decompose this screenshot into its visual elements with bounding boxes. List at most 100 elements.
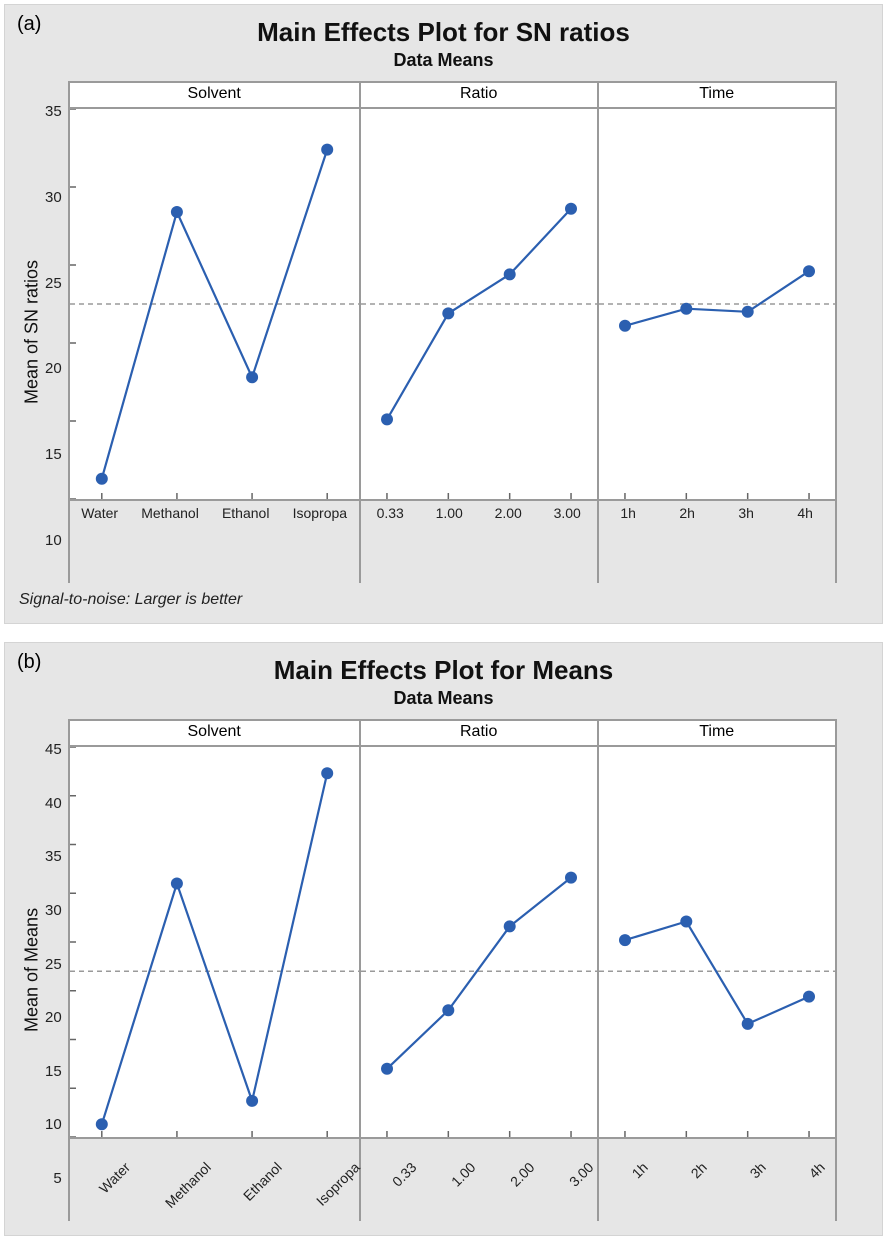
x-tick-label: 3h — [747, 1159, 793, 1205]
data-marker — [680, 916, 692, 928]
data-marker — [321, 144, 333, 156]
data-marker — [565, 203, 577, 215]
y-tick: 5 — [53, 1170, 61, 1187]
x-tick-labels: WaterMethanolEthanolIsopropa — [70, 501, 359, 521]
data-marker — [619, 934, 631, 946]
panel-solvent: Solvent WaterMethanolEthanolIsopropa — [68, 719, 359, 1221]
figure-title: Main Effects Plot for Means — [19, 655, 868, 686]
series-line — [625, 271, 809, 326]
figure-subtitle: Data Means — [19, 50, 868, 71]
y-tick: 20 — [45, 360, 62, 377]
data-marker — [619, 320, 631, 332]
x-tick-labels: WaterMethanolEthanolIsopropa — [70, 1139, 359, 1203]
x-tick-label: Isopropa — [293, 505, 347, 521]
y-tick: 40 — [45, 795, 62, 812]
x-tick-label: 1.00 — [436, 505, 463, 521]
x-tick-label: 4h — [806, 1159, 852, 1205]
x-tick-labels: 1h2h3h4h — [599, 501, 835, 521]
y-tick: 35 — [45, 103, 62, 120]
data-marker — [565, 872, 577, 884]
figure-letter: (b) — [17, 651, 41, 674]
panel-header: Solvent — [70, 719, 359, 747]
panel-time: Time1h2h3h4h — [597, 719, 837, 1221]
x-tick-label: 3.00 — [554, 505, 581, 521]
data-marker — [95, 473, 107, 485]
panel-svg — [70, 109, 359, 499]
data-marker — [442, 307, 454, 319]
x-tick-label: 0.33 — [389, 1159, 444, 1214]
data-marker — [246, 1095, 258, 1107]
data-marker — [503, 268, 515, 280]
panel-body — [70, 109, 359, 501]
panel-ratio: Ratio 0.331.002.003.00 — [359, 719, 597, 1221]
panels-row: SolventWaterMethanolEthanolIsopropaRatio… — [68, 719, 868, 1221]
panel-body — [361, 747, 597, 1139]
x-tick-label: Water — [96, 1159, 157, 1220]
panel-svg — [599, 747, 835, 1137]
figure-title: Main Effects Plot for SN ratios — [19, 17, 868, 48]
panel-svg — [599, 109, 835, 499]
data-marker — [741, 306, 753, 318]
data-marker — [803, 265, 815, 277]
figure-footer-note: Signal-to-noise: Larger is better — [19, 591, 868, 609]
x-tick-label: 3h — [738, 505, 754, 521]
panel-ratio: Ratio 0.33 1.00 2.00 3.00 — [359, 81, 597, 583]
y-tick: 30 — [45, 189, 62, 206]
panel-header: Ratio — [361, 719, 597, 747]
series-line — [101, 150, 326, 479]
y-tick: 25 — [45, 275, 62, 292]
data-marker — [95, 1118, 107, 1130]
data-marker — [171, 206, 183, 218]
x-tick-label: 2.00 — [495, 505, 522, 521]
data-marker — [381, 1063, 393, 1075]
data-marker — [803, 991, 815, 1003]
series-line — [387, 209, 571, 420]
data-marker — [442, 1004, 454, 1016]
x-tick-label: 0.33 — [377, 505, 404, 521]
x-tick-label: Ethanol — [222, 505, 269, 521]
data-marker — [741, 1018, 753, 1030]
data-marker — [680, 303, 692, 315]
x-tick-label: 2h — [688, 1159, 734, 1205]
panels-row: SolventWaterMethanolEthanolIsopropaRatio… — [68, 81, 868, 583]
y-tick: 10 — [45, 1116, 62, 1133]
panel-body — [361, 109, 597, 501]
x-tick-labels: 0.331.002.003.00 — [361, 1139, 597, 1203]
x-tick-label: 1.00 — [448, 1159, 503, 1214]
data-marker — [503, 920, 515, 932]
x-tick-labels: 0.33 1.00 2.00 3.00 — [361, 501, 597, 521]
panel-svg — [361, 109, 597, 499]
y-tick: 20 — [45, 1009, 62, 1026]
figure-subtitle: Data Means — [19, 688, 868, 709]
x-tick-labels: 1h2h3h4h — [599, 1139, 835, 1203]
y-tick: 15 — [45, 1063, 62, 1080]
y-axis-label: Mean of SN ratios — [19, 81, 45, 583]
panel-svg — [70, 747, 359, 1137]
y-axis-label: Mean of Means — [19, 719, 45, 1221]
y-tick-labels: 45403530252015105 — [45, 719, 68, 1221]
panel-header: Time — [599, 719, 835, 747]
x-tick-label: 1h — [629, 1159, 675, 1205]
y-tick-labels: 353025201510 — [45, 81, 68, 583]
y-tick: 35 — [45, 848, 62, 865]
x-tick-label: Water — [81, 505, 118, 521]
x-tick-label: Ethanol — [240, 1159, 309, 1228]
figure-0: (a)Main Effects Plot for SN ratiosData M… — [4, 4, 883, 624]
data-marker — [381, 413, 393, 425]
x-tick-label: 4h — [797, 505, 813, 521]
panel-header: Ratio — [361, 81, 597, 109]
panel-solvent: SolventWaterMethanolEthanolIsopropa — [68, 81, 359, 583]
panel-svg — [361, 747, 597, 1137]
y-tick: 25 — [45, 956, 62, 973]
x-tick-label: Methanol — [162, 1159, 238, 1235]
data-marker — [246, 371, 258, 383]
panel-body — [599, 747, 835, 1139]
series-line — [101, 773, 326, 1124]
x-tick-label: 2.00 — [507, 1159, 562, 1214]
figure-letter: (a) — [17, 13, 41, 36]
y-tick: 10 — [45, 532, 62, 549]
panel-header: Time — [599, 81, 835, 109]
data-marker — [171, 878, 183, 890]
figure-1: (b)Main Effects Plot for MeansData Means… — [4, 642, 883, 1236]
panel-header: Solvent — [70, 81, 359, 109]
